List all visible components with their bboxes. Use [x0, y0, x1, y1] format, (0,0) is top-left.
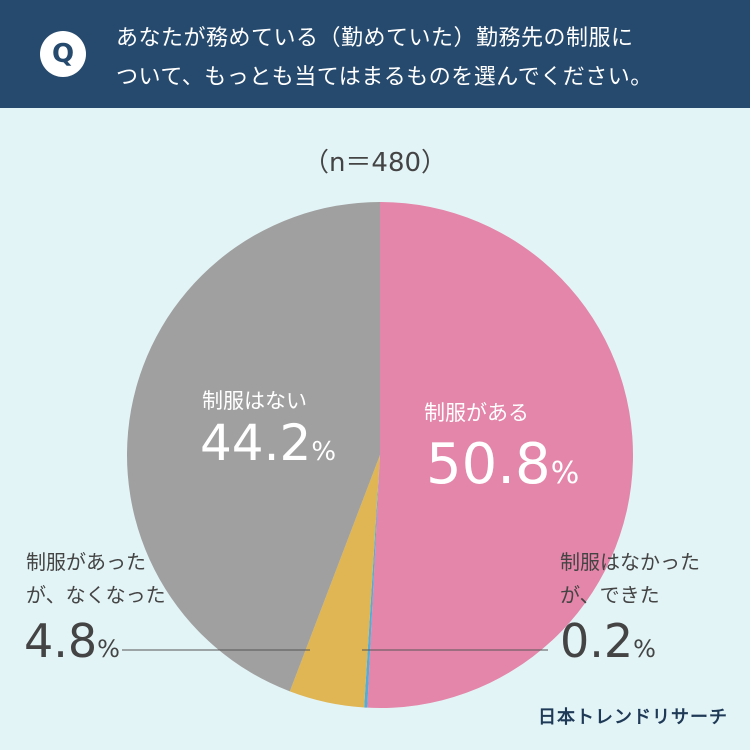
slice-uniform-added: [364, 455, 380, 708]
label-uniform-exists: 制服がある: [424, 401, 529, 425]
value-no-uniform-unit: %: [311, 437, 337, 467]
question-text-line2: ついて、もっとも当てはまるものを選んでください。: [116, 65, 653, 90]
label-uniform-removed-line1: 制服があった: [26, 550, 146, 574]
value-uniform-added-number: 0.2: [560, 614, 634, 668]
question-text-line1: あなたが務めている（勤めていた）勤務先の制服に: [116, 26, 634, 51]
slice-uniform-exists: [367, 202, 634, 708]
label-uniform-added-line2: が、できた: [560, 583, 660, 607]
value-uniform-removed-unit: %: [97, 635, 120, 663]
value-uniform-added-unit: %: [633, 635, 656, 663]
value-uniform-removed: 4.8%: [24, 614, 120, 668]
value-uniform-added: 0.2%: [560, 614, 656, 668]
slice-uniform-removed: [289, 455, 380, 708]
label-uniform-added-line1: 制服はなかった: [560, 550, 700, 574]
question-badge: Q: [40, 31, 86, 77]
value-no-uniform-number: 44.2: [200, 414, 312, 472]
label-no-uniform: 制服はない: [202, 389, 307, 413]
sample-size: （n＝480）: [302, 148, 448, 178]
value-uniform-removed-number: 4.8: [24, 614, 98, 668]
slice-no-uniform: [127, 202, 380, 692]
value-uniform-exists: 50.8%: [426, 432, 579, 497]
value-uniform-exists-number: 50.8: [426, 432, 551, 497]
question-header: Q あなたが務めている（勤めていた）勤務先の制服に ついて、もっとも当てはまるも…: [0, 0, 750, 108]
value-uniform-exists-unit: %: [550, 456, 580, 491]
label-uniform-removed-line2: が、なくなった: [26, 583, 166, 607]
brand-logo-text: 日本トレンドリサーチ: [538, 707, 728, 728]
label-uniform-added: 制服はなかった が、できた: [560, 546, 700, 612]
label-uniform-removed: 制服があった が、なくなった: [26, 546, 166, 612]
value-no-uniform: 44.2%: [200, 414, 336, 472]
